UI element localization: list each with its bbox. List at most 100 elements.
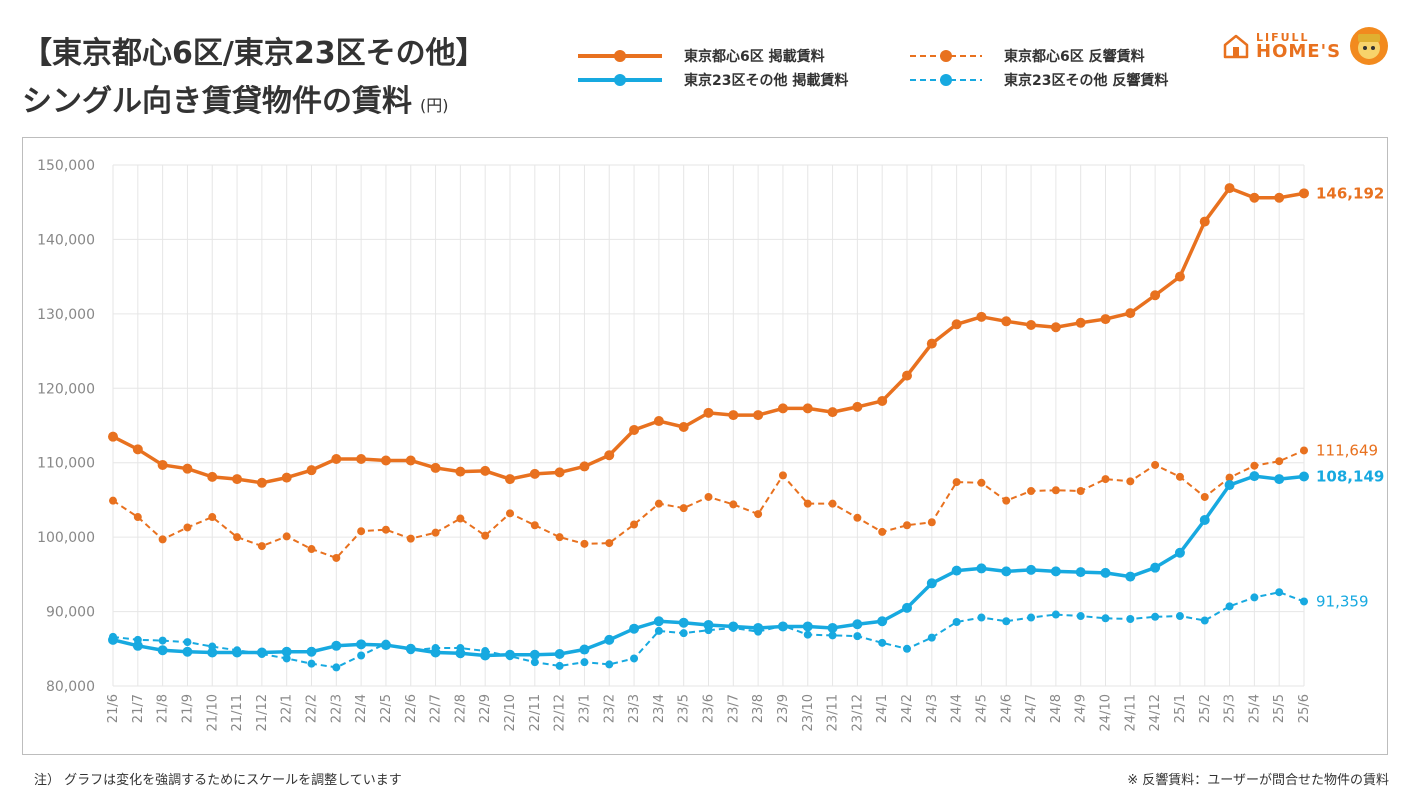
data-point-0 <box>132 444 143 455</box>
x-tick-label: 23/6 <box>702 694 717 723</box>
footnote-scale-note: 注） グラフは変化を強調するためにスケールを調整しています <box>34 773 402 788</box>
y-tick-label: 120,000 <box>37 381 95 397</box>
house-icon <box>1223 34 1249 59</box>
end-value-label-0: 146,192 <box>1316 184 1384 202</box>
data-point-1 <box>406 534 415 543</box>
data-point-0 <box>728 410 739 421</box>
y-tick-label: 150,000 <box>37 158 95 174</box>
x-tick-label: 23/8 <box>751 694 766 723</box>
data-point-1 <box>1027 486 1036 495</box>
data-point-1 <box>803 499 812 508</box>
data-point-3 <box>357 651 366 660</box>
data-point-3 <box>208 642 217 651</box>
x-tick-label: 22/8 <box>453 694 468 723</box>
data-point-1 <box>704 492 713 501</box>
data-point-0 <box>976 311 987 322</box>
x-tick-label: 24/1 <box>875 694 890 723</box>
data-point-1 <box>431 528 440 537</box>
x-tick-label: 22/12 <box>553 694 568 731</box>
end-value-label-2: 108,149 <box>1316 467 1384 485</box>
data-point-2 <box>629 623 640 634</box>
y-tick-label: 80,000 <box>46 679 95 695</box>
data-point-0 <box>455 466 466 477</box>
legend-label-other-listed: 東京23区その他 掲載賃料 <box>684 73 849 89</box>
data-point-3 <box>1151 612 1160 621</box>
data-point-1 <box>158 535 167 544</box>
data-point-2 <box>1274 474 1285 485</box>
data-point-3 <box>729 623 738 632</box>
data-point-0 <box>629 424 640 435</box>
x-tick-label: 24/11 <box>1123 694 1138 731</box>
data-point-0 <box>182 463 193 474</box>
data-point-1 <box>853 513 862 522</box>
x-tick-label: 24/7 <box>1024 694 1039 723</box>
data-point-3 <box>580 658 589 667</box>
data-point-0 <box>480 465 491 476</box>
legend-label-central-inquiry: 東京都心6区 反響賃料 <box>1004 49 1145 65</box>
mascot-icon <box>1350 27 1389 65</box>
x-tick-label: 21/8 <box>156 694 171 723</box>
x-tick-label: 25/5 <box>1272 694 1287 723</box>
x-tick-label: 22/9 <box>478 694 493 723</box>
data-point-0 <box>951 319 962 330</box>
footnote-inquiry-definition: ※ 反響賃料：ユーザーが問合せた物件の賃料 <box>1127 773 1389 788</box>
data-point-2 <box>157 645 168 656</box>
data-point-3 <box>233 646 242 655</box>
x-tick-label: 24/5 <box>974 694 989 723</box>
y-tick-label: 130,000 <box>37 307 95 323</box>
data-point-2 <box>1224 480 1235 491</box>
data-point-2 <box>877 616 888 627</box>
data-point-2 <box>182 646 193 657</box>
data-point-1 <box>1002 496 1011 505</box>
data-point-2 <box>132 640 143 651</box>
chart-title-text: シングル向き賃貸物件の賃料 <box>22 84 412 119</box>
data-point-0 <box>505 474 515 485</box>
x-tick-label: 25/6 <box>1297 694 1312 723</box>
data-point-3 <box>977 613 986 622</box>
data-point-3 <box>307 659 316 668</box>
data-point-3 <box>1002 617 1011 626</box>
data-point-2 <box>1050 566 1061 577</box>
legend-item-central-inquiry: 東京都心6区 反響賃料 <box>910 46 1145 66</box>
data-point-1 <box>1200 492 1209 501</box>
data-point-0 <box>256 477 267 488</box>
data-point-3 <box>927 633 936 642</box>
data-point-3 <box>605 660 614 669</box>
x-tick-label: 23/3 <box>627 694 642 723</box>
x-tick-label: 21/6 <box>106 694 121 723</box>
end-value-label-1: 111,649 <box>1316 441 1378 459</box>
data-point-1 <box>282 532 291 541</box>
data-point-0 <box>405 455 416 466</box>
data-point-1 <box>506 509 514 518</box>
data-point-2 <box>1001 566 1012 577</box>
data-point-3 <box>654 626 663 635</box>
data-point-1 <box>381 525 390 534</box>
data-point-0 <box>579 461 590 472</box>
data-point-3 <box>704 626 713 635</box>
data-point-1 <box>679 504 688 513</box>
data-point-2 <box>852 619 863 630</box>
data-point-0 <box>877 395 888 406</box>
x-tick-label: 24/4 <box>950 694 965 723</box>
data-point-2 <box>554 648 565 659</box>
data-point-0 <box>207 471 218 482</box>
end-value-label-3: 91,359 <box>1316 592 1369 610</box>
data-point-0 <box>108 431 118 442</box>
data-point-1 <box>630 520 639 529</box>
data-point-2 <box>827 622 838 633</box>
data-point-2 <box>1026 564 1037 575</box>
y-tick-label: 110,000 <box>37 456 95 472</box>
data-point-3 <box>1101 614 1110 623</box>
y-tick-label: 90,000 <box>46 605 95 621</box>
data-point-2 <box>1150 562 1161 573</box>
data-point-3 <box>282 654 291 663</box>
legend-item-other-listed: 東京23区その他 掲載賃料 <box>578 70 848 90</box>
legend-label-central-listed: 東京都心6区 掲載賃料 <box>684 49 825 65</box>
data-point-1 <box>903 521 911 530</box>
data-point-3 <box>1126 615 1135 624</box>
data-point-0 <box>1174 271 1185 282</box>
line-chart: 80,000 90,000 100,000 110,000 120,000 130,000… <box>37 158 1384 731</box>
data-point-2 <box>1249 471 1260 482</box>
x-tick-label: 22/1 <box>280 694 295 723</box>
data-point-0 <box>604 450 615 461</box>
